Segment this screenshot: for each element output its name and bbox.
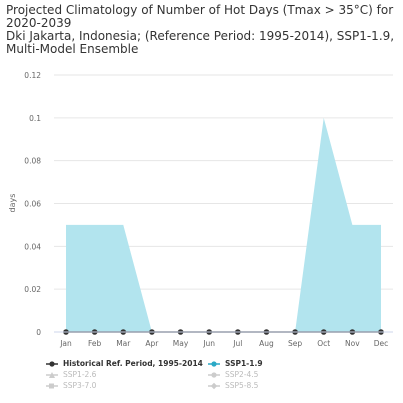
y-axis-label: days bbox=[8, 194, 17, 213]
legend-item-ssp119[interactable]: SSP1-1.9 bbox=[208, 359, 263, 368]
legend-item-ssp370[interactable]: SSP3-7.0 bbox=[46, 381, 96, 390]
legend-marker-historical bbox=[46, 360, 58, 367]
x-tick-label: Jul bbox=[232, 339, 242, 348]
y-tick-label: 0.04 bbox=[24, 242, 41, 251]
legend-item-ssp126[interactable]: SSP1-2.6 bbox=[46, 370, 96, 379]
x-tick-label: Oct bbox=[317, 339, 330, 348]
y-axis: 0 0.02 0.04 0.06 0.08 0.1 0.12 bbox=[24, 71, 41, 337]
x-tick-label: Nov bbox=[345, 339, 360, 348]
area-layer bbox=[66, 117, 381, 332]
legend-marker-ssp370 bbox=[46, 383, 58, 388]
x-tick-label: Feb bbox=[88, 339, 102, 348]
y-tick-label: 0.02 bbox=[24, 285, 41, 294]
legend-label-ssp126: SSP1-2.6 bbox=[63, 370, 97, 379]
x-tick-label: Mar bbox=[116, 339, 131, 348]
legend-label-ssp119: SSP1-1.9 bbox=[225, 359, 263, 368]
title-line-4: Multi-Model Ensemble bbox=[6, 42, 139, 56]
legend-label-ssp585: SSP5-8.5 bbox=[225, 381, 259, 390]
legend-item-historical[interactable]: Historical Ref. Period, 1995-2014 bbox=[46, 359, 203, 368]
y-tick-label: 0.12 bbox=[24, 71, 41, 80]
x-axis: Jan Feb Mar Apr May Jun Jul Aug Sep Oct Nov Dec bbox=[54, 331, 393, 348]
area-ssp119 bbox=[66, 117, 381, 332]
title-line-1: Projected Climatology of Number of Hot D… bbox=[6, 3, 394, 17]
legend-label-ssp370: SSP3-7.0 bbox=[63, 381, 97, 390]
x-tick-label: Apr bbox=[145, 339, 159, 348]
x-tick-label: Dec bbox=[374, 339, 389, 348]
x-tick-label: May bbox=[173, 339, 189, 348]
y-tick-label: 0.1 bbox=[29, 114, 41, 123]
y-tick-label: 0.08 bbox=[24, 157, 41, 166]
x-tick-label: Jun bbox=[202, 339, 215, 348]
chart-title: Projected Climatology of Number of Hot D… bbox=[6, 4, 401, 56]
x-tick-label: Aug bbox=[259, 339, 274, 348]
legend-label-ssp245: SSP2-4.5 bbox=[225, 370, 259, 379]
x-tick-label: Jan bbox=[59, 339, 72, 348]
legend-item-ssp585[interactable]: SSP5-8.5 bbox=[208, 381, 258, 390]
legend-item-ssp245[interactable]: SSP2-4.5 bbox=[208, 370, 258, 379]
x-tick-label: Sep bbox=[288, 339, 302, 348]
y-tick-label: 0.06 bbox=[24, 200, 41, 209]
legend-marker-ssp119 bbox=[208, 360, 220, 367]
title-line-2: 2020-2039 bbox=[6, 16, 72, 30]
legend-marker-ssp585 bbox=[208, 382, 220, 389]
legend-marker-ssp126 bbox=[46, 371, 58, 378]
legend-marker-ssp245 bbox=[208, 371, 220, 378]
y-tick-label: 0 bbox=[36, 328, 41, 337]
legend-label-historical: Historical Ref. Period, 1995-2014 bbox=[63, 359, 203, 368]
title-line-3: Dki Jakarta, Indonesia; (Reference Perio… bbox=[6, 29, 395, 43]
